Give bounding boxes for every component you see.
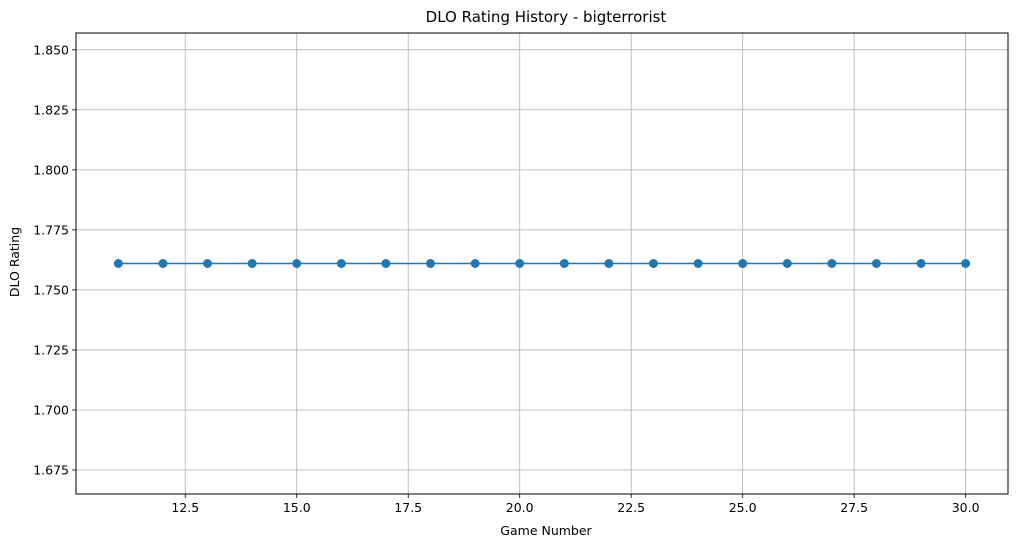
y-axis-ticks: 1.675 1.700 1.725 1.750 1.775 1.800 1.825 1.850 [33,42,76,477]
y-tick-label: 1.700 [33,402,69,417]
data-point [381,259,391,268]
data-point [113,259,123,268]
y-axis-label: DLO Rating [7,227,22,297]
data-point [827,259,837,268]
x-tick-label: 15.0 [283,500,311,515]
data-point [426,259,436,268]
x-tick-label: 20.0 [506,500,534,515]
x-tick-label: 25.0 [729,500,757,515]
x-tick-label: 22.5 [617,500,645,515]
data-point [604,259,614,268]
y-tick-label: 1.675 [33,462,69,477]
y-tick-label: 1.775 [33,222,69,237]
series-layer [113,259,971,268]
x-tick-label: 12.5 [171,500,199,515]
y-tick-label: 1.750 [33,282,69,297]
x-tick-label: 30.0 [952,500,980,515]
y-tick-label: 1.800 [33,162,69,177]
x-tick-label: 27.5 [840,500,868,515]
data-point [470,259,480,268]
x-axis-ticks: 12.5 15.0 17.5 20.0 22.5 25.0 27.5 30.0 [171,494,980,515]
y-tick-label: 1.850 [33,42,69,57]
data-point [247,259,257,268]
data-point [916,259,926,268]
x-axis-label: Game Number [500,523,592,538]
data-point [158,259,168,268]
data-point [693,259,703,268]
y-tick-label: 1.825 [33,102,69,117]
data-point [871,259,881,268]
data-point [782,259,792,268]
data-point [336,259,346,268]
y-tick-label: 1.725 [33,342,69,357]
data-point [292,259,302,268]
x-tick-label: 17.5 [394,500,422,515]
data-point [738,259,748,268]
data-point [648,259,658,268]
data-point [559,259,569,268]
data-point [961,259,971,268]
chart-title: DLO Rating History - bigterrorist [426,8,667,26]
plot-frame [75,32,1009,495]
data-point [203,259,213,268]
data-point [515,259,525,268]
